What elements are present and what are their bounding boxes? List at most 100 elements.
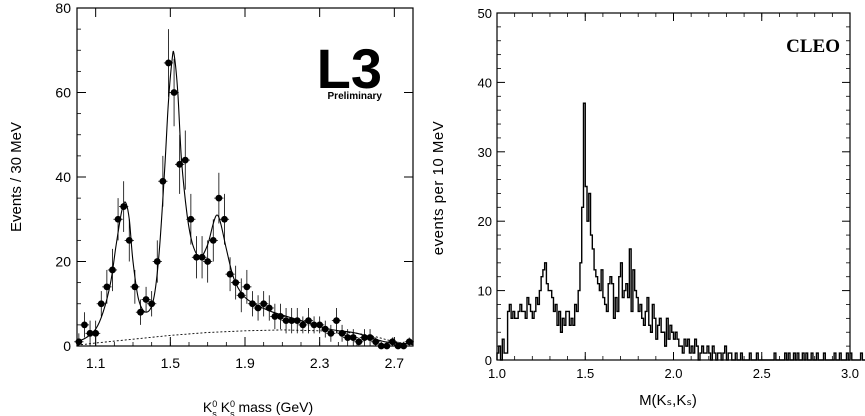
data-point <box>208 219 218 262</box>
left-y-axis-label: Events / 30 MeV <box>8 122 25 232</box>
data-marker <box>282 317 290 325</box>
data-marker <box>383 342 391 350</box>
data-point <box>348 329 358 346</box>
data-point <box>382 341 392 350</box>
data-marker <box>361 334 368 341</box>
histogram-steps <box>496 102 865 361</box>
data-marker <box>137 308 144 316</box>
data-marker <box>81 321 88 329</box>
data-point <box>113 198 123 241</box>
data-marker <box>293 317 301 325</box>
data-marker <box>97 300 105 308</box>
data-marker <box>198 253 206 261</box>
data-marker <box>165 59 172 67</box>
data-marker <box>125 236 133 244</box>
data-point <box>292 307 302 334</box>
right-y-tick-label: 0 <box>485 353 492 368</box>
data-marker <box>316 321 324 329</box>
left-y-tick-label: 0 <box>63 338 71 354</box>
data-marker <box>299 321 307 329</box>
data-point <box>303 307 314 334</box>
data-point <box>236 278 246 313</box>
data-point <box>79 312 90 338</box>
data-marker <box>86 329 94 337</box>
data-marker <box>221 215 228 223</box>
data-point <box>371 337 381 346</box>
data-marker <box>327 329 335 337</box>
data-marker <box>254 304 262 312</box>
data-point <box>130 269 140 304</box>
data-marker <box>170 89 178 96</box>
data-point <box>169 58 179 127</box>
left-x-tick-label: 1.5 <box>161 355 181 371</box>
left-x-tick-label: 1.1 <box>86 355 106 371</box>
data-point <box>337 324 347 342</box>
right-y-tick-label: 30 <box>478 145 492 160</box>
data-marker <box>148 300 156 308</box>
data-point <box>107 248 118 292</box>
data-point <box>281 307 291 334</box>
data-marker <box>142 296 150 303</box>
data-marker <box>204 258 212 265</box>
data-point <box>315 316 325 334</box>
data-marker <box>333 317 340 325</box>
right-y-axis-label: events per 10 MeV <box>430 121 447 255</box>
cleo-panel: 1.0 1.5 2.0 2.5 3.0 0 10 20 30 40 50 CLEO events p… <box>430 6 865 409</box>
data-marker <box>187 215 195 223</box>
right-x-tick-label: 1.5 <box>576 366 594 381</box>
data-point <box>326 324 336 342</box>
right-y-tick-label: 20 <box>478 214 492 229</box>
data-marker <box>260 300 268 308</box>
data-marker <box>338 329 346 337</box>
data-point <box>158 155 168 207</box>
data-marker <box>344 334 352 341</box>
data-marker <box>193 253 200 261</box>
data-point <box>119 181 129 232</box>
left-y-tick-label: 60 <box>55 85 71 101</box>
data-point <box>96 291 106 317</box>
left-x-tick-label: 1.9 <box>235 355 255 371</box>
data-point <box>247 291 258 317</box>
data-point <box>197 236 207 279</box>
data-marker <box>237 291 245 299</box>
data-point <box>354 337 364 346</box>
data-point <box>359 329 370 346</box>
data-point <box>152 240 162 283</box>
data-marker <box>321 325 329 333</box>
data-marker <box>366 334 374 341</box>
data-marker <box>265 304 273 312</box>
data-point <box>365 329 375 346</box>
data-marker <box>232 279 240 287</box>
data-point <box>214 172 224 224</box>
data-point <box>404 337 414 346</box>
data-marker <box>159 177 167 185</box>
data-marker <box>271 313 279 320</box>
right-y-tick-label: 10 <box>478 284 492 299</box>
data-point <box>147 291 157 317</box>
data-point <box>186 193 196 245</box>
data-point <box>393 341 403 350</box>
data-marker <box>209 236 217 244</box>
data-marker <box>277 313 284 320</box>
right-plot-frame <box>496 12 851 361</box>
data-marker <box>249 300 256 308</box>
left-x-axis-label: K0 s K0 s mass (GeV) <box>203 399 313 416</box>
data-marker <box>372 338 380 346</box>
data-marker <box>109 266 116 274</box>
data-point <box>180 130 190 190</box>
data-marker <box>153 258 161 265</box>
data-marker <box>377 342 385 350</box>
right-x-tick-label: 2.0 <box>664 366 682 381</box>
data-marker <box>181 156 189 164</box>
data-marker <box>75 338 83 346</box>
cleo-title: CLEO <box>786 36 840 57</box>
data-point <box>320 320 330 338</box>
data-point <box>275 303 286 330</box>
data-point <box>203 240 213 283</box>
data-point <box>91 320 101 346</box>
data-point <box>141 286 151 313</box>
data-point <box>399 341 409 350</box>
data-point <box>191 236 202 279</box>
right-x-axis-label: M(Kₛ,Kₛ) <box>639 392 697 409</box>
